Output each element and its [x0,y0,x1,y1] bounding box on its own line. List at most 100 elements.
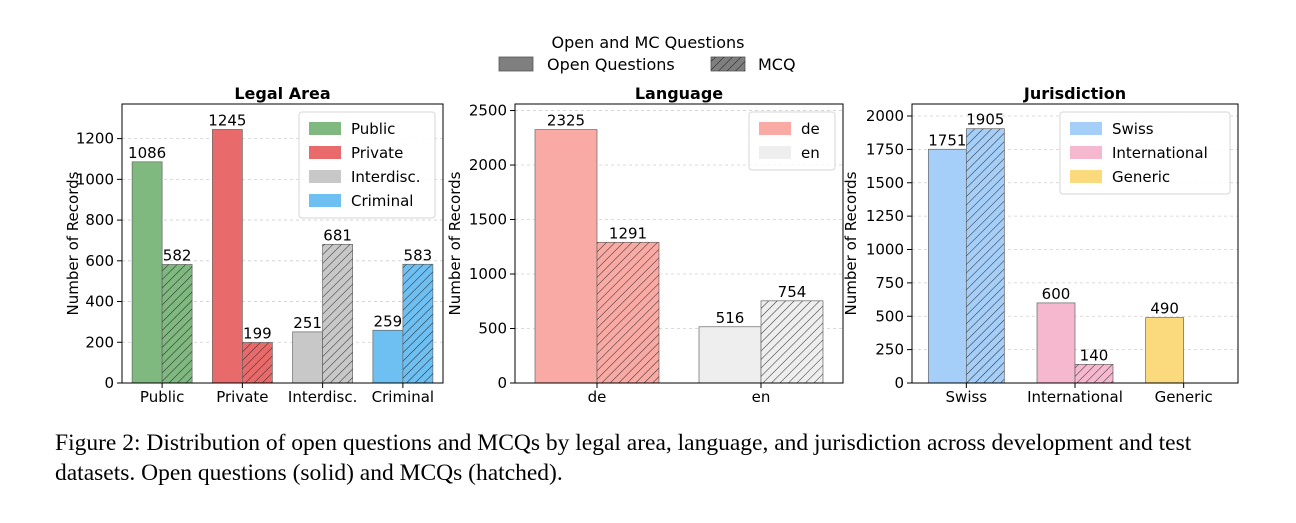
y-tick-label: 2000 [866,107,904,125]
y-tick-label: 500 [478,320,507,338]
y-tick-label: 1200 [76,130,114,148]
bar-open-interdisc [292,331,323,384]
figure-caption: Figure 2: Distribution of open questions… [55,430,1192,486]
figure-charts: Open and MC Questions Open Questions MCQ… [64,33,1239,406]
bar-open-public [131,161,163,384]
legend-label: Criminal [351,192,413,210]
y-tick-label: 250 [875,341,904,359]
top-legend-mcq-label: MCQ [758,55,796,74]
data-label: 1245 [208,111,246,129]
bar-hatch [162,264,193,383]
x-tick-label: Generic [1155,388,1213,406]
legend-swatch [309,170,341,183]
legal-area-chart: 0 200 400 600 800 1000 1200 1086 582 Public 1245 19… [64,84,444,406]
language-chart: 0 500 1000 1500 2000 2500 2325 1291 de 516 754 en La… [446,84,844,406]
y-tick-label: 1000 [76,170,114,188]
x-tick-label: Interdisc. [288,388,357,406]
plot-frame [911,103,1239,384]
chart-title: Jurisdiction [1023,84,1126,103]
legend-swatch [1070,170,1102,183]
legend-swatch [1070,146,1102,159]
bar-hatch [402,264,433,383]
y-tick-label: 1000 [866,241,904,259]
bar-open-international [1036,302,1076,384]
bar-open-private [212,129,243,384]
legend-box [1059,111,1231,195]
y-tick-label: 1000 [469,265,507,283]
data-label: 583 [404,246,433,264]
legend-swatch [1070,122,1102,135]
x-tick-label: International [1027,388,1123,406]
legend-swatch [759,146,791,159]
legend-label: Private [351,144,403,162]
legend-label: Interdisc. [351,168,420,186]
x-tick-label: Criminal [372,388,434,406]
legend-swatch [309,194,341,207]
x-tick-label: de [588,388,607,406]
y-tick-label: 1500 [469,211,507,229]
y-tick-label: 1750 [866,140,904,158]
bar-open-de [534,129,598,384]
y-tick-label: 0 [497,374,507,392]
legend-swatch [309,146,341,159]
x-tick-label: en [752,388,771,406]
data-label: 140 [1080,346,1109,364]
data-label: 516 [716,309,745,327]
y-tick-label: 1500 [866,174,904,192]
top-legend-open-label: Open Questions [547,55,675,74]
legend-label: International [1112,144,1208,162]
y-tick-label: 500 [875,307,904,325]
bar-hatch [597,242,659,383]
legend-box [748,111,836,171]
bar-open-criminal [372,329,404,384]
bar-hatch [761,300,823,383]
top-legend-open-swatch [498,56,534,72]
data-label: 1751 [928,131,966,149]
legend-label: en [801,144,820,162]
y-tick-label: 750 [875,274,904,292]
data-label: 490 [1150,300,1179,318]
x-tick-label: Private [216,388,268,406]
y-tick-label: 600 [85,252,114,270]
bar-hatch [1075,364,1113,383]
legend-label: Swiss [1112,120,1154,138]
y-tick-label: 200 [85,333,114,351]
bar-open-generic [1145,317,1185,384]
legend-swatch [759,122,791,135]
legend-swatch [309,122,341,135]
y-axis-label: Number of Records [446,171,464,315]
bar-open-en [698,326,762,384]
data-label: 1905 [966,111,1004,129]
top-legend-title: Open and MC Questions [552,33,745,52]
y-tick-label: 2000 [469,156,507,174]
chart-title: Language [635,84,723,103]
data-label: 754 [778,283,807,301]
data-label: 1291 [609,224,647,242]
data-label: 251 [293,314,322,332]
y-tick-label: 0 [894,374,904,392]
data-label: 2325 [547,112,585,130]
plot-frame [514,103,844,384]
y-axis-label: Number of Records [842,171,860,315]
data-label: 681 [323,226,352,244]
y-tick-label: 400 [85,293,114,311]
chart-title: Legal Area [234,84,330,103]
bar-hatch [242,342,273,383]
y-axis-label: Number of Records [64,171,82,315]
y-tick-label: 2500 [469,102,507,120]
legend-label: de [801,120,820,138]
data-label: 199 [243,324,272,342]
bar-open-swiss [927,148,967,384]
top-legend-mcq-hatch [711,57,745,71]
y-tick-label: 0 [104,374,114,392]
legend-label: Generic [1112,168,1170,186]
data-label: 582 [163,246,192,264]
bar-hatch [322,244,353,383]
x-tick-label: Public [140,388,184,406]
data-label: 259 [374,312,403,330]
data-label: 1086 [128,144,166,162]
top-legend: Open and MC Questions Open Questions MCQ [498,33,796,74]
bar-hatch [966,128,1005,383]
y-tick-label: 800 [85,211,114,229]
